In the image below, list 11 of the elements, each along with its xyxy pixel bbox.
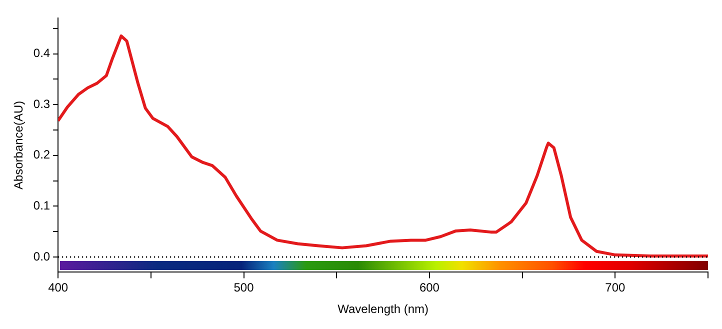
y-tick-label: 0.4 <box>33 46 50 60</box>
x-axis-title: Wavelength (nm) <box>338 302 429 316</box>
x-tick-label: 500 <box>234 280 254 295</box>
y-tick-label: 0.2 <box>33 148 50 162</box>
x-tick-label: 400 <box>48 280 68 295</box>
y-axis-title: Absorbance(AU) <box>12 100 26 190</box>
y-tick-label: 0.0 <box>33 249 50 264</box>
x-tick-label: 700 <box>605 280 626 295</box>
y-tick-label: 0.1 <box>33 198 50 212</box>
x-tick-label: 600 <box>419 280 440 295</box>
y-tick-label: 0.3 <box>33 96 50 111</box>
